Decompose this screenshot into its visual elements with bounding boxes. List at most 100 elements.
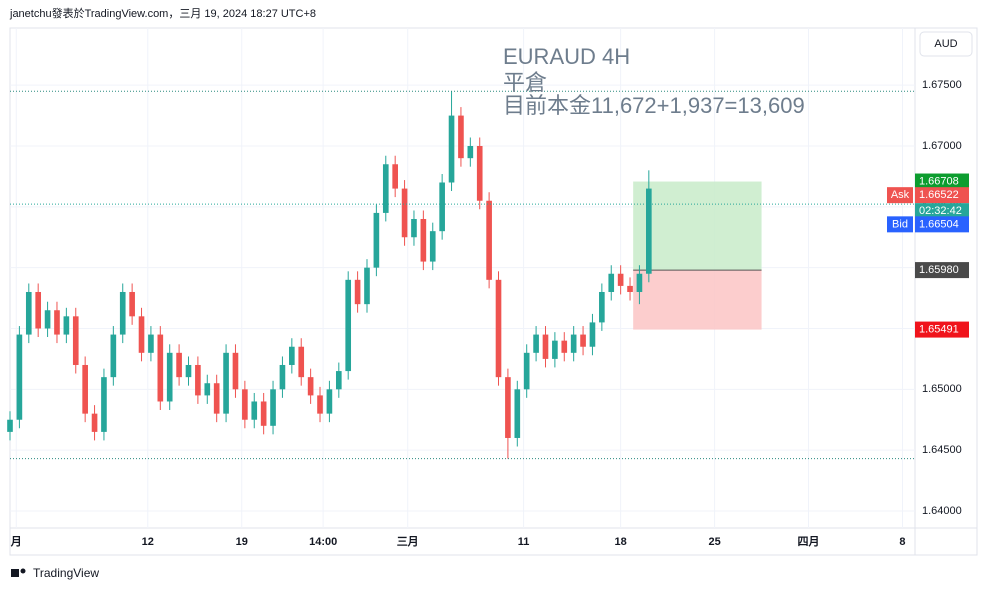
candle-body <box>232 352 239 390</box>
entry-price: 1.65980 <box>919 264 959 276</box>
candle-body <box>580 334 586 347</box>
plot: 1.640001.645001.650001.655001.660001.665… <box>7 28 969 548</box>
candle-body <box>589 322 596 347</box>
candle-body <box>35 291 42 329</box>
candle-body <box>185 364 192 378</box>
header-text: janetchu發表於TradingView.com，三月 19, 2024 1… <box>9 6 316 20</box>
candle-body <box>148 334 154 353</box>
candle-body <box>636 273 643 292</box>
candle-body <box>260 401 267 426</box>
target-price: 1.66708 <box>919 175 959 187</box>
x-tick-label: 18 <box>615 536 627 548</box>
bid-tag: Bid <box>892 218 908 230</box>
candle-body <box>561 340 568 353</box>
candle-body <box>354 279 361 305</box>
candle-body <box>382 164 389 213</box>
y-tick-label: 1.67500 <box>922 79 962 91</box>
y-tick-label: 1.67000 <box>922 140 962 152</box>
candle-body <box>523 352 530 390</box>
entry-price-box <box>915 262 969 279</box>
candle-body <box>458 115 464 159</box>
candle-body <box>251 401 258 420</box>
loss-zone <box>633 270 762 330</box>
candle-body <box>101 377 107 432</box>
x-tick-label: 25 <box>708 536 720 548</box>
candle-body <box>401 188 408 238</box>
candle-body <box>505 377 511 438</box>
chart-frame <box>9 27 978 556</box>
candle-body <box>213 383 220 414</box>
candle-body <box>279 364 286 390</box>
candle-body <box>420 218 427 262</box>
candle-body <box>16 334 23 420</box>
candle-body <box>157 334 164 402</box>
candle-body <box>552 340 558 359</box>
target-price-box <box>915 173 969 190</box>
currency-label: AUD <box>934 38 957 50</box>
candle-body <box>608 273 615 292</box>
candle-body <box>533 334 539 353</box>
stop-price-box <box>915 321 969 338</box>
candle-body <box>138 316 145 353</box>
candle-body <box>270 389 276 426</box>
x-tick-label: 12 <box>142 536 154 548</box>
candle-body <box>176 352 182 378</box>
chart-subtitle: 平倉 <box>503 70 547 95</box>
candle-body <box>91 413 98 432</box>
candle-body <box>429 231 436 262</box>
candle-body <box>646 188 652 274</box>
candle-body <box>392 164 398 189</box>
candle-body <box>54 310 60 335</box>
y-tick-label: 1.64000 <box>922 505 962 517</box>
ask-price: 1.66522 <box>919 189 959 201</box>
candle-body <box>110 334 117 378</box>
ask-tag: Ask <box>891 189 910 201</box>
candle-body <box>439 182 445 232</box>
currency-button[interactable] <box>919 31 973 57</box>
candle-body <box>82 364 88 414</box>
bid-tag-box <box>887 216 913 233</box>
candle-body <box>345 279 352 372</box>
x-tick-label: 19 <box>236 536 248 548</box>
ask-price-box <box>915 187 969 204</box>
candle-body <box>495 279 502 378</box>
candle-body <box>570 334 577 353</box>
x-tick-label: 月 <box>10 535 22 548</box>
candle-body <box>373 212 380 268</box>
brand-text: TradingView <box>33 566 99 580</box>
x-tick-label: 11 <box>518 536 530 548</box>
candle-body <box>627 285 633 292</box>
brand-logo <box>11 569 19 577</box>
chart-title: EURAUD 4H <box>503 44 630 69</box>
candle-body <box>289 346 295 365</box>
y-tick-label: 1.64500 <box>922 444 962 456</box>
candle-body <box>204 383 211 396</box>
candle-body <box>542 334 549 359</box>
candle-body <box>599 291 605 323</box>
countdown: 02:32:42 <box>919 205 962 217</box>
candle-body <box>25 291 32 335</box>
candle-body <box>317 395 323 414</box>
candle-body <box>326 389 333 414</box>
x-tick-label: 14:00 <box>309 536 337 548</box>
x-tick-label: 8 <box>899 536 905 548</box>
candle-body <box>44 310 51 329</box>
candle-body <box>467 146 474 159</box>
countdown-box <box>915 203 969 220</box>
candle-body <box>129 291 135 317</box>
candle-body <box>448 115 455 183</box>
candle-body <box>364 267 370 305</box>
bid-price: 1.66504 <box>919 218 959 230</box>
bid-price-box <box>915 216 969 233</box>
brand: TradingView <box>11 566 99 580</box>
annotation: 目前本金11,672+1,937=13,609 <box>503 93 805 118</box>
candle-body <box>335 371 342 390</box>
candle-body <box>476 146 483 201</box>
candle-body <box>63 316 70 335</box>
stop-price: 1.65491 <box>919 323 959 335</box>
candle-body <box>7 419 13 432</box>
candle-body <box>195 364 201 396</box>
x-tick-label: 四月 <box>798 535 820 548</box>
